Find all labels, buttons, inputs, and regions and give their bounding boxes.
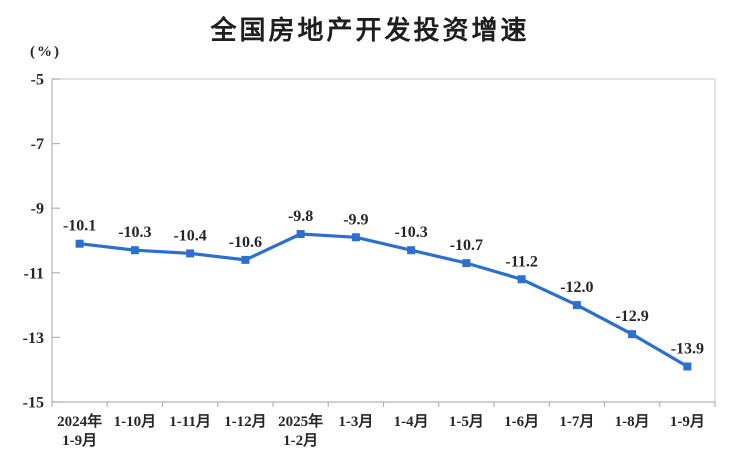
x-category-label: 1-9月 [670,413,705,430]
data-point-marker [130,246,139,255]
x-category-label: 1-11月 [169,413,211,430]
data-point-marker [407,246,416,255]
data-point-label: -10.6 [229,234,262,251]
y-tick-label: -7 [31,136,44,153]
data-point-marker [462,259,471,268]
data-point-label: -10.1 [63,218,96,235]
y-tick-label: -11 [24,265,44,282]
x-category-label: 1-3月 [338,413,373,430]
data-point-label: -10.4 [173,227,206,244]
y-tick-label: -13 [23,330,44,347]
data-point-marker [186,249,195,258]
data-point-label: -10.3 [394,224,427,241]
y-tick-label: -15 [23,395,44,412]
x-category-label: 2025年 1-2月 [278,412,323,449]
data-point-marker [572,301,581,310]
trend-line [77,232,690,369]
x-category-label: 1-6月 [504,413,539,430]
data-point-label: -11.2 [505,253,537,270]
x-category-label: 2024年 1-9月 [57,412,102,449]
chart-title: 全国房地产开发投资增速 [210,15,530,45]
data-point-label: -9.9 [343,211,368,228]
y-tick-label: -9 [31,201,44,218]
data-point-label: -9.8 [288,208,313,225]
x-category-label: 1-4月 [394,413,429,430]
data-point-marker [517,275,526,284]
y-axis-unit-label: (%) [30,44,61,60]
data-point-marker [683,362,692,371]
x-category-label: 1-12月 [224,413,267,430]
x-category-label: 1-5月 [449,413,484,430]
data-point-marker [75,239,84,248]
y-tick-label: -5 [31,72,44,89]
x-category-label: 1-10月 [114,413,157,430]
data-point-marker [241,255,250,264]
data-point-label: -10.3 [118,224,151,241]
data-point-marker [628,330,637,339]
x-category-label: 1-7月 [559,413,594,430]
data-point-marker [296,230,305,239]
x-category-label: 1-8月 [615,413,650,430]
data-point-label: -12.0 [560,279,593,296]
data-point-label: -10.7 [450,237,483,254]
data-point-marker [351,233,360,242]
data-point-label: -13.9 [671,340,704,357]
data-point-label: -12.9 [615,308,648,325]
